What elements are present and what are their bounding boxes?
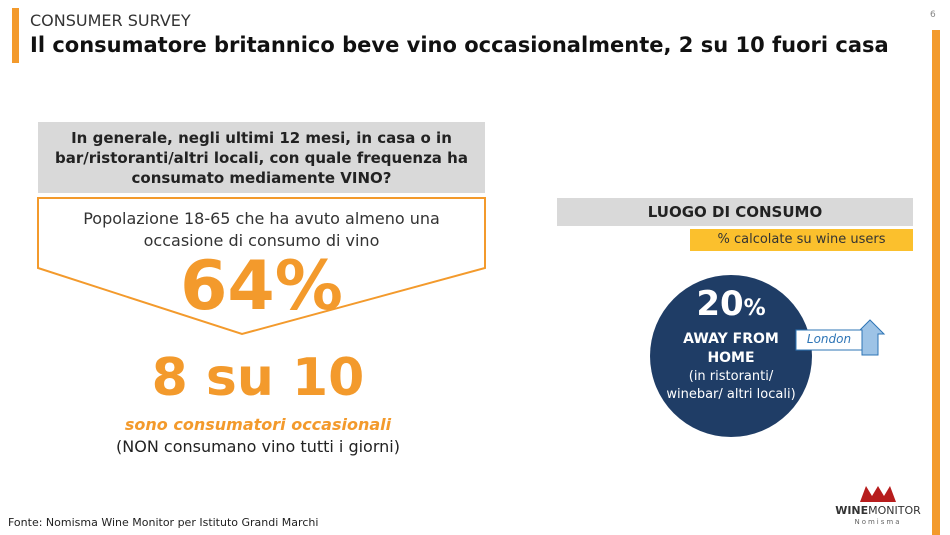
- side-bar: [932, 30, 940, 535]
- away-value: 20: [696, 284, 744, 324]
- question: In generale, negli ultimi 12 mesi, in ca…: [55, 129, 468, 187]
- away-detail: (in ristoranti/ winebar/ altri locali): [666, 369, 796, 402]
- away-label: AWAY FROM HOME: [683, 331, 779, 366]
- ratio: 8 su 10: [151, 348, 365, 408]
- share: 64%: [180, 247, 343, 326]
- basis: % calcolate su wine users: [717, 232, 886, 247]
- heading-box: [557, 198, 913, 226]
- logo-a: WINE: [835, 504, 869, 517]
- note: (NON consumano vino tutti i giorni): [116, 437, 400, 456]
- logo-sub: Nomisma: [854, 518, 902, 526]
- away-share: 20%: [650, 284, 812, 324]
- logo-b: MONITOR: [868, 504, 921, 517]
- logo-mark: [860, 486, 896, 502]
- tag-box: [795, 329, 863, 351]
- basis-box: [690, 229, 913, 251]
- logo-text: WINEMONITOR: [828, 504, 928, 517]
- accent-bar: [12, 8, 19, 63]
- page-number: 6: [930, 10, 936, 20]
- title: Il consumatore britannico beve vino occa…: [30, 33, 889, 57]
- away-circle: [650, 275, 812, 437]
- heading: LUOGO DI CONSUMO: [647, 203, 823, 221]
- question-box: [38, 122, 485, 193]
- population-shape: [37, 197, 486, 336]
- away-unit: %: [743, 296, 766, 321]
- tag: London: [806, 332, 852, 346]
- source: Fonte: Nomisma Wine Monitor per Istituto…: [8, 516, 319, 529]
- kicker: CONSUMER SURVEY: [30, 11, 191, 30]
- population: Popolazione 18-65 che ha avuto almeno un…: [83, 209, 440, 250]
- highlight: sono consumatori occasionali: [124, 415, 392, 434]
